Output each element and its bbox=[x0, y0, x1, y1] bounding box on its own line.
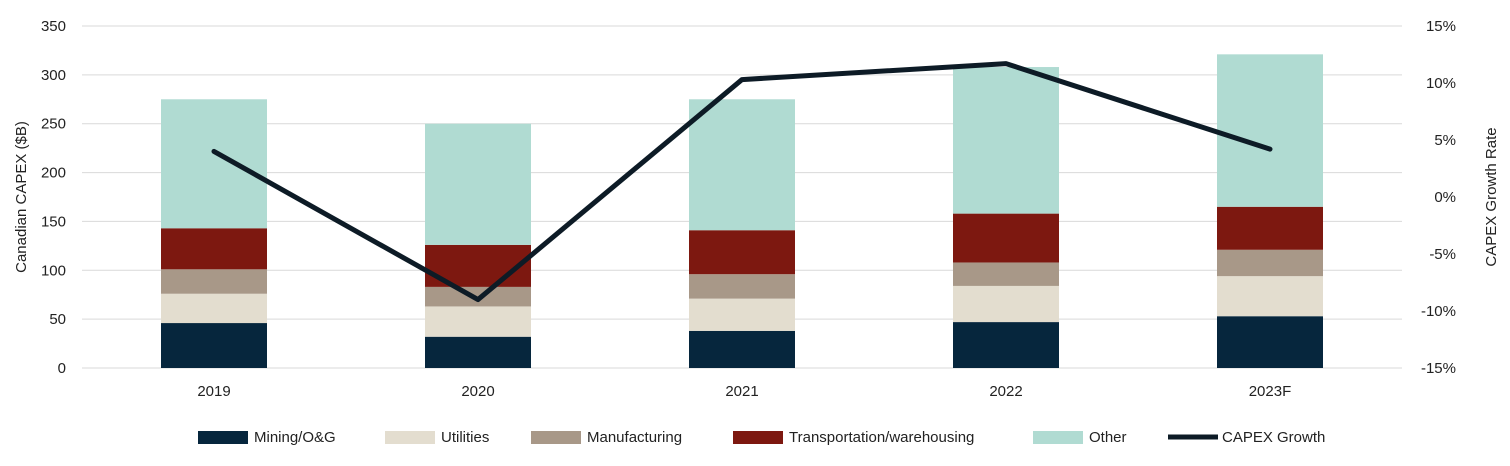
bar-other bbox=[689, 99, 795, 231]
bar-utilities bbox=[161, 293, 267, 324]
bar-utilities bbox=[689, 298, 795, 331]
x-tick-label: 2021 bbox=[725, 383, 758, 400]
y-tick-right: 15% bbox=[1426, 18, 1456, 35]
bar-other bbox=[161, 99, 267, 229]
bar-other bbox=[1217, 54, 1323, 207]
legend-swatch bbox=[198, 431, 248, 444]
y-tick-left: 350 bbox=[41, 18, 66, 35]
y-tick-left: 250 bbox=[41, 116, 66, 133]
y-tick-left: 150 bbox=[41, 213, 66, 230]
line-point bbox=[740, 78, 744, 82]
bar-mining-o-g bbox=[689, 330, 795, 368]
y-tick-right: -10% bbox=[1421, 303, 1456, 320]
y-tick-left: 300 bbox=[41, 67, 66, 84]
legend-swatch bbox=[733, 431, 783, 444]
bar-mining-o-g bbox=[953, 322, 1059, 368]
legend-label: CAPEX Growth bbox=[1222, 429, 1325, 446]
y-tick-right: 0% bbox=[1434, 189, 1456, 206]
y-tick-left: 200 bbox=[41, 165, 66, 182]
line-point bbox=[1268, 147, 1272, 151]
bar-manufacturing bbox=[161, 269, 267, 294]
bar-manufacturing bbox=[689, 274, 795, 299]
bar-utilities bbox=[425, 306, 531, 337]
legend-label: Transportation/warehousing bbox=[789, 429, 974, 446]
x-tick-label: 2022 bbox=[989, 383, 1022, 400]
legend-item-manufacturing: Manufacturing bbox=[531, 429, 682, 446]
bar-transportation-warehousing bbox=[689, 230, 795, 275]
legend-swatch bbox=[1033, 431, 1083, 444]
x-tick-label: 2019 bbox=[197, 383, 230, 400]
y-tick-right: 10% bbox=[1426, 75, 1456, 92]
bar-mining-o-g bbox=[425, 336, 531, 368]
y-tick-left: 0 bbox=[58, 360, 66, 377]
bar-utilities bbox=[1217, 276, 1323, 317]
legend-label: Other bbox=[1089, 429, 1127, 446]
legend-item-utilities: Utilities bbox=[385, 429, 489, 446]
line-point bbox=[476, 298, 480, 302]
y-tick-right: -5% bbox=[1429, 246, 1456, 263]
bar-transportation-warehousing bbox=[1217, 206, 1323, 250]
line-point bbox=[212, 149, 216, 153]
x-tick-label: 2020 bbox=[461, 383, 494, 400]
bar-other bbox=[425, 123, 531, 245]
x-tick-label: 2023F bbox=[1249, 383, 1292, 400]
legend-swatch bbox=[531, 431, 581, 444]
bar-manufacturing bbox=[1217, 249, 1323, 277]
legend-label: Mining/O&G bbox=[254, 429, 336, 446]
y-tick-left: 100 bbox=[41, 262, 66, 279]
y-tick-right: 5% bbox=[1434, 132, 1456, 149]
legend-label: Manufacturing bbox=[587, 429, 682, 446]
y-axis-title-right: CAPEX Growth Rate bbox=[1483, 127, 1500, 266]
legend-item-mining-o-g: Mining/O&G bbox=[198, 429, 336, 446]
bar-transportation-warehousing bbox=[161, 228, 267, 270]
bar-mining-o-g bbox=[161, 323, 267, 368]
y-tick-left: 50 bbox=[49, 311, 66, 328]
y-axis-title-left: Canadian CAPEX ($B) bbox=[13, 121, 30, 273]
bar-other bbox=[953, 67, 1059, 214]
bar-mining-o-g bbox=[1217, 316, 1323, 368]
y-tick-right: -15% bbox=[1421, 360, 1456, 377]
bar-transportation-warehousing bbox=[953, 213, 1059, 263]
legend-item-transportation-warehousing: Transportation/warehousing bbox=[733, 429, 974, 446]
bar-utilities bbox=[953, 285, 1059, 323]
legend-item-capex-growth: CAPEX Growth bbox=[1168, 429, 1325, 446]
legend-item-other: Other bbox=[1033, 429, 1127, 446]
legend-label: Utilities bbox=[441, 429, 489, 446]
bar-manufacturing bbox=[953, 262, 1059, 286]
line-point bbox=[1004, 62, 1008, 66]
legend-swatch bbox=[385, 431, 435, 444]
